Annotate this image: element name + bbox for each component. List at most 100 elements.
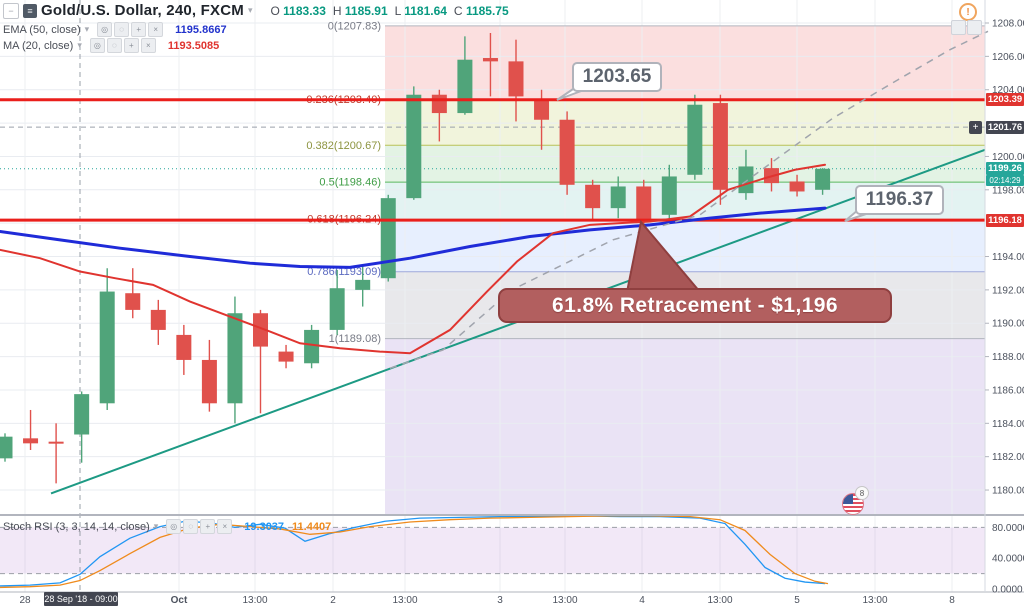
add-icon[interactable]: + <box>123 38 139 53</box>
time-tick-label[interactable]: 28 <box>19 595 31 606</box>
price-axis-badge: 1196.18 <box>986 213 1024 227</box>
indicator-label: MA (20, close) <box>3 39 74 52</box>
time-tick-label[interactable]: 2 <box>330 595 336 606</box>
candle-body[interactable] <box>661 176 677 215</box>
time-tick-label[interactable]: 13:00 <box>862 595 887 606</box>
fib-level-label: 0(1207.83) <box>328 20 381 32</box>
candle-body[interactable] <box>99 291 115 404</box>
time-tick-label[interactable]: 13:00 <box>392 595 417 606</box>
candle-body[interactable] <box>559 119 575 185</box>
price-tick-label: 1194.00 <box>992 252 1024 263</box>
candle-body[interactable] <box>329 288 345 330</box>
time-tick-label[interactable]: 4 <box>639 595 645 606</box>
chevron-down-icon[interactable]: ▾ <box>153 521 159 531</box>
price-tick-label: 1192.00 <box>992 285 1024 296</box>
indicator-row-stoch-rsi[interactable]: Stoch RSI (3, 3, 14, 14, close) ▾ ◎ ◌ + × 1… <box>3 519 331 534</box>
candle-body[interactable] <box>585 184 601 209</box>
time-tick-label[interactable]: Oct <box>171 595 188 606</box>
price-tick-label: 1182.00 <box>992 452 1024 463</box>
fib-band <box>385 99 985 146</box>
candle-body[interactable] <box>815 168 831 190</box>
close-icon[interactable]: × <box>217 519 233 534</box>
candle-body[interactable] <box>457 59 473 114</box>
candle-body[interactable] <box>534 99 550 120</box>
candle-body[interactable] <box>48 441 64 444</box>
panel-icon[interactable] <box>967 20 982 35</box>
price-tick-label: 1190.00 <box>992 319 1024 330</box>
candle-body[interactable] <box>406 94 422 199</box>
low-value: 1181.64 <box>404 3 447 18</box>
candle-body[interactable] <box>789 181 805 192</box>
alert-icon[interactable]: ! <box>959 3 977 21</box>
time-tick-label[interactable]: 13:00 <box>552 595 577 606</box>
indicator-label: EMA (50, close) <box>3 23 81 36</box>
candle-body[interactable] <box>125 293 141 310</box>
time-tick-label[interactable]: 13:00 <box>707 595 732 606</box>
candle-body[interactable] <box>0 436 13 459</box>
flag-canton <box>843 494 853 504</box>
indicator-value: 1193.5085 <box>167 39 220 52</box>
candle-body[interactable] <box>201 359 217 404</box>
add-alert-plus-icon[interactable]: + <box>969 120 982 134</box>
price-tick-label: 1188.00 <box>992 352 1024 363</box>
retracement-banner[interactable]: 61.8% Retracement - $1,196 <box>498 288 892 323</box>
candle-body[interactable] <box>227 313 243 404</box>
collapse-legend-icon[interactable]: − <box>3 2 19 19</box>
close-icon[interactable]: × <box>148 22 164 37</box>
close-icon[interactable]: × <box>140 38 156 53</box>
candle-body[interactable] <box>482 58 498 62</box>
chevron-down-icon[interactable]: ▾ <box>84 24 90 34</box>
candle-body[interactable] <box>431 94 447 114</box>
indicator-row-ma20[interactable]: MA (20, close) ▾ ◎ ◌ + × 1193.5085 <box>3 38 219 53</box>
price-axis-badge: 1203.39 <box>986 93 1024 107</box>
stoch-k-value: 19.3037 <box>244 520 285 533</box>
candle-body[interactable] <box>253 313 268 347</box>
candle-body[interactable] <box>304 329 320 364</box>
settings-icon[interactable]: ◌ <box>106 38 122 53</box>
price-tick-label: 1200.00 <box>992 152 1024 163</box>
ema50-line[interactable] <box>0 206 827 269</box>
add-icon[interactable]: + <box>131 22 147 37</box>
stoch-d-line <box>0 515 829 589</box>
visibility-icon[interactable]: ◎ <box>166 519 182 534</box>
visibility-icon[interactable]: ◎ <box>89 38 105 53</box>
ma20-line[interactable] <box>0 163 826 355</box>
settings-icon[interactable]: ◌ <box>183 519 199 534</box>
candle-body[interactable] <box>380 198 396 279</box>
candle-body[interactable] <box>23 438 39 444</box>
stoch-tick-label: 40.0000 <box>992 554 1024 565</box>
time-tick-label[interactable]: 8 <box>949 595 955 606</box>
price-callout-upper[interactable]: 1203.65 <box>572 62 662 92</box>
chevron-down-icon[interactable]: ▾ <box>77 40 82 50</box>
candle-body[interactable] <box>150 309 166 330</box>
visibility-icon[interactable]: ◎ <box>97 22 113 37</box>
time-tick-label[interactable]: 5 <box>794 595 800 606</box>
candle-body[interactable] <box>610 186 626 209</box>
time-tick-label[interactable]: 13:00 <box>242 595 267 606</box>
candle-body[interactable] <box>636 186 652 222</box>
candle-body[interactable] <box>738 166 754 194</box>
price-callout-lower[interactable]: 1196.37 <box>855 185 944 215</box>
settings-icon[interactable]: ◌ <box>114 22 130 37</box>
chevron-down-icon[interactable]: ▾ <box>247 5 253 15</box>
candle-body[interactable] <box>712 103 728 190</box>
chart-style-icon[interactable]: ≡ <box>23 3 37 18</box>
time-tick-label[interactable]: 3 <box>497 595 503 606</box>
add-icon[interactable]: + <box>200 519 216 534</box>
open-label: O <box>270 3 280 18</box>
candle-body[interactable] <box>278 351 294 362</box>
candle-body[interactable] <box>74 394 90 435</box>
indicator-value: 1195.8667 <box>175 23 227 36</box>
price-tick-label: 1206.00 <box>992 52 1024 63</box>
indicator-row-ema50[interactable]: EMA (50, close) ▾ ◎ ◌ + × 1195.8667 <box>3 22 227 37</box>
candle-body[interactable] <box>508 61 524 97</box>
candle-body[interactable] <box>687 104 703 175</box>
symbol-title[interactable]: Gold/U.S. Dollar, 240, FXCM <box>41 2 244 19</box>
price-axis-badge: 02:14:29 <box>986 175 1024 187</box>
open-value: 1183.33 <box>283 3 326 18</box>
panel-icon[interactable] <box>951 20 966 35</box>
ohlc-readout: O 1183.33 H 1185.91 L 1181.64 C 1185.75 <box>270 4 508 18</box>
candle-body[interactable] <box>355 279 371 290</box>
event-count-badge[interactable]: 8 <box>855 486 869 500</box>
candle-body[interactable] <box>176 334 192 360</box>
